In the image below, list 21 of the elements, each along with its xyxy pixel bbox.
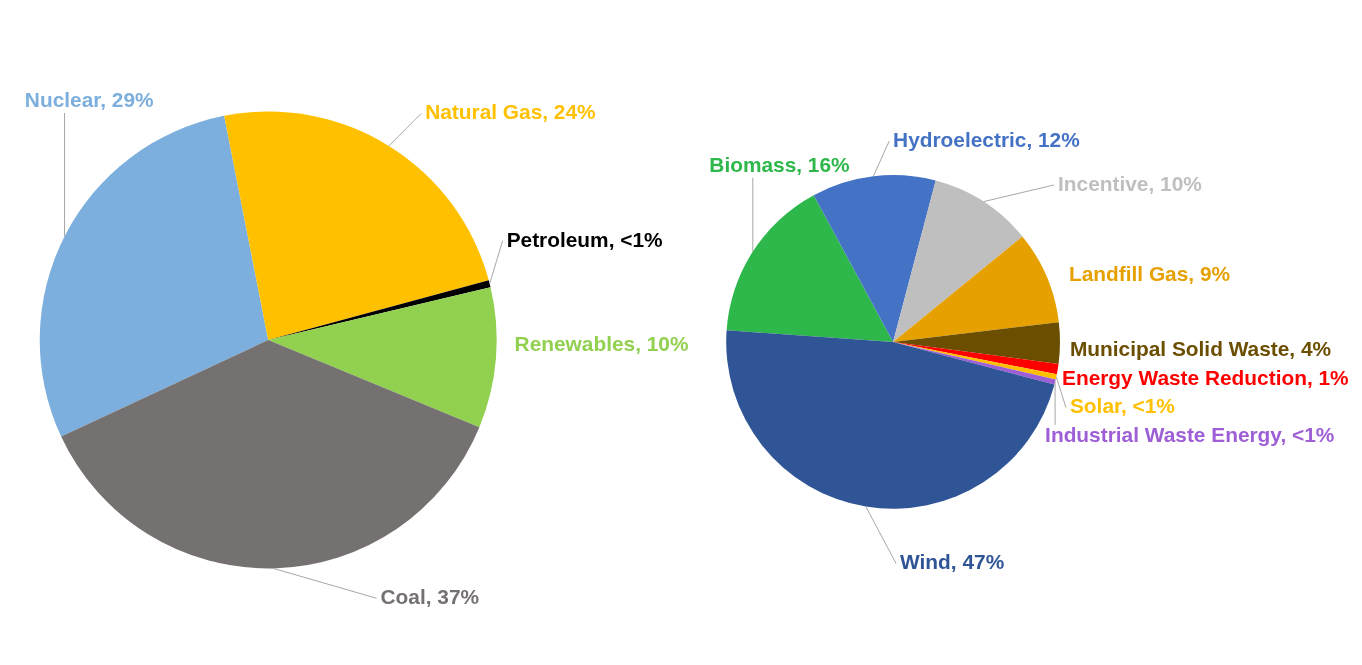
pie-slice bbox=[61, 339, 480, 569]
pie-slice bbox=[268, 287, 497, 428]
pie-slice bbox=[893, 236, 1059, 342]
slice-label: Nuclear, 29% bbox=[24, 88, 154, 112]
slice-label: Solar, <1% bbox=[1069, 394, 1175, 418]
slice-label: Energy Waste Reduction, 1% bbox=[1061, 365, 1349, 389]
slice-label: Industrial Waste Energy, <1% bbox=[1045, 423, 1335, 447]
slice-label: Renewables, 10% bbox=[514, 331, 689, 355]
slice-label: Natural Gas, 24% bbox=[425, 100, 596, 124]
pie-slice bbox=[726, 195, 894, 342]
pie-slice bbox=[40, 115, 269, 437]
slice-label: Coal, 37% bbox=[380, 585, 480, 609]
slice-label: Petroleum, <1% bbox=[506, 227, 663, 251]
slice-label: Hydroelectric, 12% bbox=[893, 128, 1080, 152]
slice-label: Wind, 47% bbox=[900, 550, 1005, 574]
slice-label: Landfill Gas, 9% bbox=[1068, 262, 1231, 286]
slice-label: Municipal Solid Waste, 4% bbox=[1069, 336, 1332, 360]
pie-slice bbox=[813, 175, 936, 342]
slice-label: Biomass, 16% bbox=[709, 153, 850, 177]
slice-label: Incentive, 10% bbox=[1058, 171, 1202, 195]
pie-slice bbox=[893, 180, 1023, 342]
